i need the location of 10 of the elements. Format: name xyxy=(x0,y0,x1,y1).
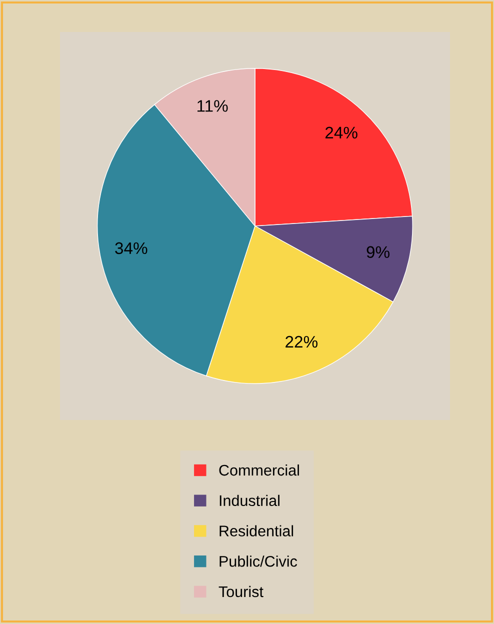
legend-label: Industrial xyxy=(220,494,280,506)
data-label: 9% xyxy=(366,246,390,258)
data-label: 22% xyxy=(286,336,318,348)
legend-label: Residential xyxy=(220,525,294,536)
legend-label: Commercial xyxy=(219,464,299,476)
legend-label: Public/Civic xyxy=(220,556,298,567)
data-label: 34% xyxy=(115,242,148,254)
data-label: 11% xyxy=(198,100,228,112)
data-label: 24% xyxy=(325,126,358,138)
legend-label: Tourist xyxy=(218,586,264,598)
